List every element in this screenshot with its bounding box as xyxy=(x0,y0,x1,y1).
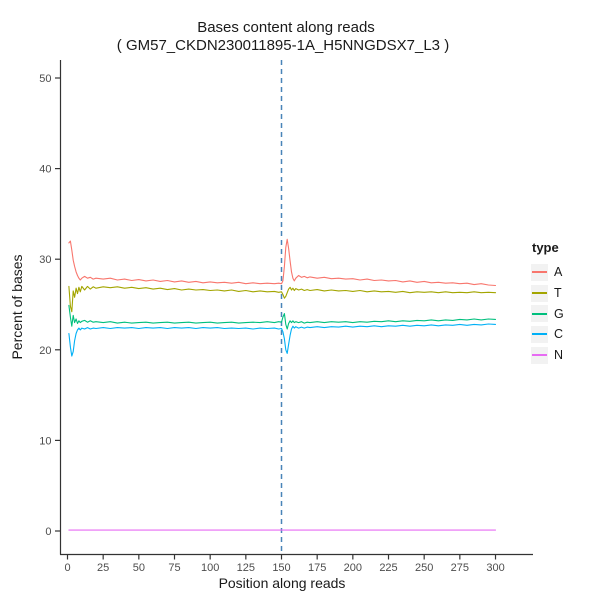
legend-item-c: C xyxy=(531,324,564,345)
legend-title: type xyxy=(532,240,559,255)
legend-key-line-icon xyxy=(532,292,547,295)
x-tick-label: 50 xyxy=(133,562,145,574)
y-axis-title: Percent of bases xyxy=(9,254,25,360)
chart-title: Bases content along reads xyxy=(197,19,375,36)
x-tick-label: 200 xyxy=(344,562,362,574)
series-line-t xyxy=(68,285,497,313)
y-tick-label: 10 xyxy=(39,435,51,447)
x-tick-label: 150 xyxy=(272,562,290,574)
legend-label-n: N xyxy=(554,348,564,363)
x-tick-label: 300 xyxy=(486,562,504,574)
x-tick-label: 275 xyxy=(451,562,469,574)
legend-key-a xyxy=(531,263,548,281)
chart-subtitle: ( GM57_CKDN230011895-1A_H5NNGDSX7_L3 ) xyxy=(116,37,450,54)
x-tick-label: 100 xyxy=(201,562,219,574)
y-tick-label: 50 xyxy=(39,73,51,85)
series-line-c xyxy=(68,323,497,357)
x-tick-label: 0 xyxy=(64,562,70,574)
legend-label-c: C xyxy=(554,327,564,342)
y-tick-label: 30 xyxy=(39,254,51,266)
legend-key-g xyxy=(531,305,548,323)
series-line-g xyxy=(68,304,497,330)
x-tick-label: 75 xyxy=(168,562,180,574)
legend-key-line-icon xyxy=(532,333,547,336)
y-tick-label: 0 xyxy=(45,526,51,538)
legend-key-c xyxy=(531,325,548,343)
series-line-a xyxy=(68,238,497,287)
y-tick-label: 40 xyxy=(39,164,51,176)
legend-label-t: T xyxy=(554,286,562,301)
legend-key-line-icon xyxy=(532,271,547,274)
x-tick-label: 125 xyxy=(237,562,255,574)
x-tick-label: 25 xyxy=(97,562,109,574)
x-axis-title: Position along reads xyxy=(218,575,346,591)
legend-item-n: N xyxy=(531,345,564,366)
x-tick-label: 225 xyxy=(379,562,397,574)
legend-label-g: G xyxy=(554,306,564,321)
legend-key-line-icon xyxy=(532,312,547,315)
x-tick-label: 250 xyxy=(415,562,433,574)
legend-key-t xyxy=(531,284,548,302)
y-tick-label: 20 xyxy=(39,345,51,357)
legend-item-a: A xyxy=(531,262,564,283)
legend-label-a: A xyxy=(554,265,563,280)
x-tick-label: 175 xyxy=(308,562,326,574)
legend-item-g: G xyxy=(531,303,564,324)
legend-item-t: T xyxy=(531,283,564,304)
legend-key-n xyxy=(531,346,548,364)
legend-key-line-icon xyxy=(532,354,547,357)
